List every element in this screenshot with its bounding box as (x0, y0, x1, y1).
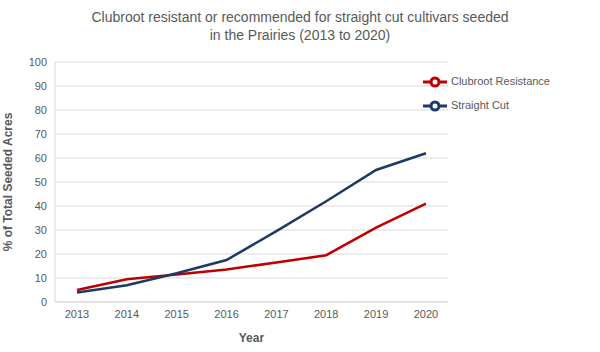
svg-text:90: 90 (35, 80, 47, 92)
svg-text:2015: 2015 (164, 308, 188, 320)
html-text:Clubroot Resistance: Clubroot Resistance (450, 74, 550, 87)
svg-text:60: 60 (35, 152, 47, 164)
svg-text:70: 70 (35, 128, 47, 140)
svg-text:50: 50 (35, 176, 47, 188)
svg-text:20: 20 (35, 248, 47, 260)
svg-text:Year: Year (239, 331, 265, 345)
svg-text:% of Total Seeded Acres: % of Total Seeded Acres (8, 112, 15, 251)
svg-text:80: 80 (35, 104, 47, 116)
svg-text:100: 100 (29, 56, 47, 68)
svg-text:2017: 2017 (264, 308, 288, 320)
svg-text:2013: 2013 (65, 308, 89, 320)
svg-text:30: 30 (35, 224, 47, 236)
html-text:Clubroot resistant or recommen: Clubroot resistant or recommended for st… (91, 9, 509, 43)
svg-text:0: 0 (41, 296, 47, 308)
svg-text:2014: 2014 (115, 308, 139, 320)
html-text:Straight Cut: Straight Cut (450, 98, 509, 111)
svg-text:40: 40 (35, 200, 47, 212)
svg-text:2020: 2020 (414, 308, 438, 320)
svg-text:2016: 2016 (214, 308, 238, 320)
svg-text:2019: 2019 (364, 308, 388, 320)
svg-text:10: 10 (35, 272, 47, 284)
svg-text:2018: 2018 (314, 308, 338, 320)
